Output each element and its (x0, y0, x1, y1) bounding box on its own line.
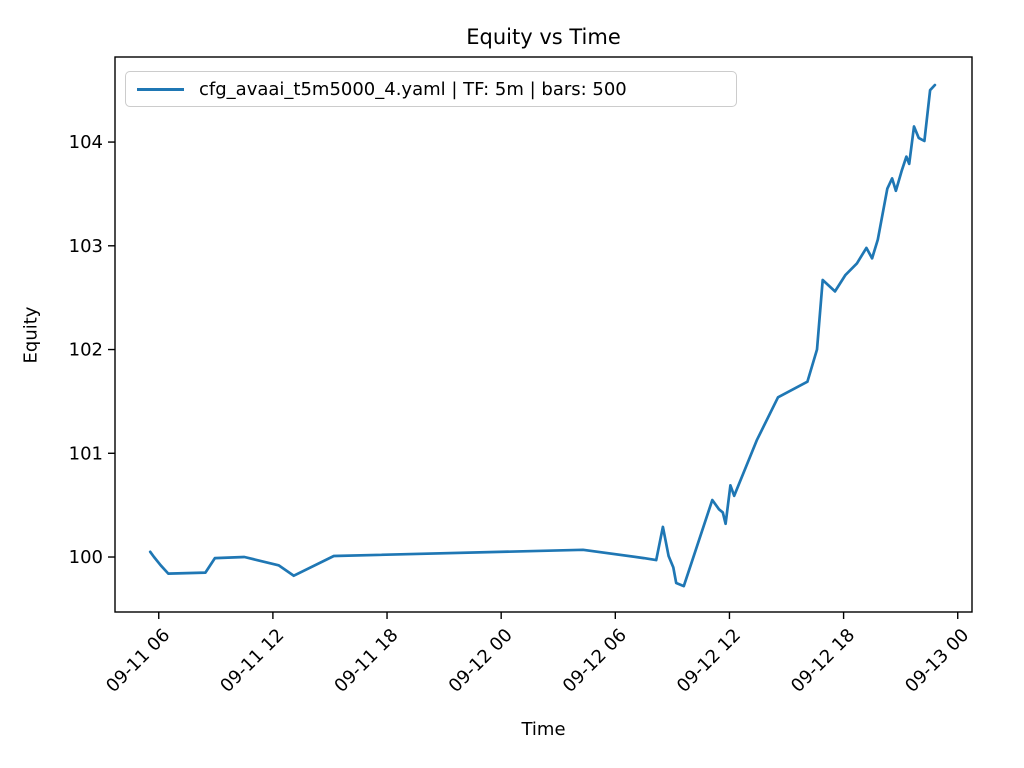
chart-title: Equity vs Time (466, 25, 621, 49)
x-tick-label: 09-12 12 (673, 625, 745, 697)
x-axis-label: Time (521, 719, 566, 740)
x-tick-label: 09-13 00 (901, 625, 973, 697)
equity-line (148, 83, 937, 588)
x-tick-label: 09-11 12 (216, 625, 288, 697)
x-tick-label: 09-12 06 (559, 625, 631, 697)
x-tick-label: 09-12 18 (787, 625, 859, 697)
y-tick-label: 102 (69, 340, 103, 361)
chart-legend: cfg_avaai_t5m5000_4.yaml | TF: 5m | bars… (125, 71, 737, 107)
legend-line-sample (137, 87, 184, 91)
x-tick-label: 09-11 06 (102, 625, 174, 697)
legend-label: cfg_avaai_t5m5000_4.yaml | TF: 5m | bars… (199, 78, 627, 100)
y-tick-label: 101 (69, 443, 103, 464)
y-tick-label: 100 (69, 547, 103, 568)
x-tick-label: 09-12 00 (445, 625, 517, 697)
y-tick-label: 103 (69, 236, 103, 257)
axes-frame (114, 56, 973, 613)
y-axis-label: Equity (20, 306, 42, 364)
x-tick-label: 09-11 18 (330, 625, 402, 697)
y-tick-label: 104 (69, 132, 103, 153)
